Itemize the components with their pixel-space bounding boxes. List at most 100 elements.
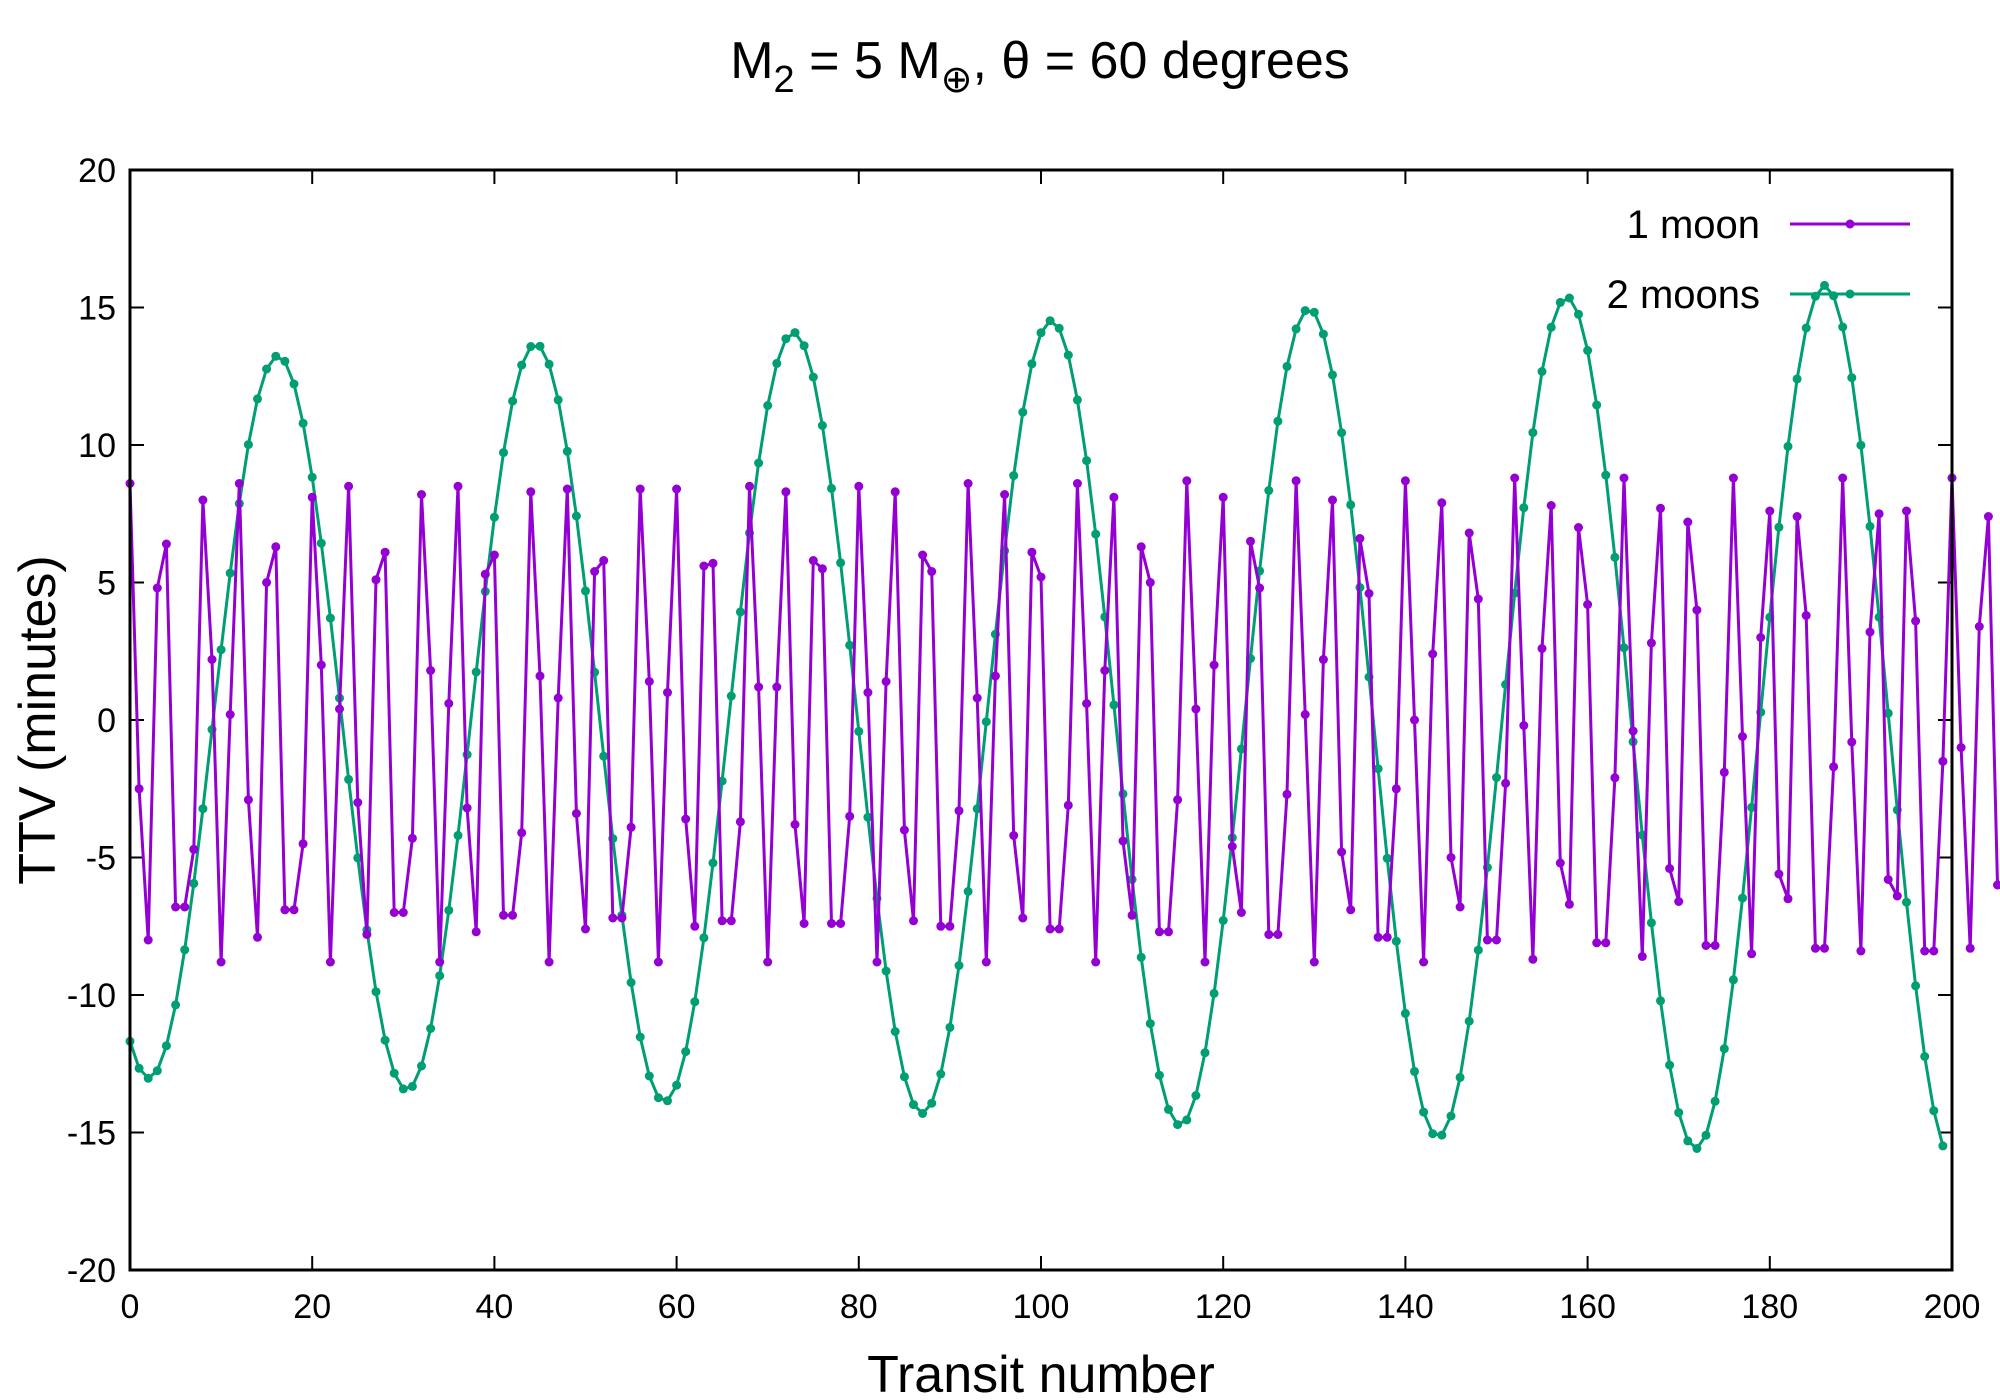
y-tick-label: -5 <box>86 840 116 878</box>
data-point <box>735 817 745 827</box>
data-point <box>608 913 618 923</box>
data-point <box>1892 891 1902 901</box>
data-point <box>735 607 745 617</box>
data-point <box>143 935 153 945</box>
data-point <box>599 751 609 761</box>
data-point <box>981 717 991 727</box>
data-point <box>1154 927 1164 937</box>
data-point <box>1856 440 1866 450</box>
data-point <box>1236 744 1246 754</box>
data-point <box>1956 743 1966 752</box>
data-point <box>335 704 344 714</box>
data-point <box>1965 943 1975 953</box>
legend-label: 1 moon <box>1627 203 1760 247</box>
data-point <box>1218 916 1228 925</box>
data-point <box>1519 503 1529 513</box>
data-point <box>398 908 408 917</box>
series-layer <box>125 280 2000 1153</box>
data-point <box>353 798 363 807</box>
data-point <box>1838 473 1848 483</box>
data-point <box>1528 954 1538 964</box>
data-point <box>161 1041 171 1051</box>
data-point <box>808 556 818 565</box>
data-point <box>927 1098 937 1108</box>
data-point <box>708 558 718 568</box>
x-tick-label: 120 <box>1195 1288 1252 1326</box>
data-point <box>553 395 563 405</box>
data-point <box>426 666 436 675</box>
data-point <box>1227 842 1237 851</box>
data-point <box>1264 486 1274 495</box>
y-axis-ticks: -20 -15 -10 -5 0 5 10 15 20 <box>67 152 1952 1290</box>
data-point <box>772 358 782 368</box>
data-point <box>1601 470 1611 480</box>
data-point <box>1646 918 1656 928</box>
data-point <box>1610 773 1620 783</box>
data-point <box>854 726 864 736</box>
data-point <box>1446 1111 1456 1121</box>
data-point <box>663 688 672 697</box>
data-point <box>681 1047 691 1057</box>
data-point <box>635 484 645 494</box>
data-point <box>1473 594 1483 604</box>
data-point <box>526 342 536 351</box>
title-earth-sub: ⊕ <box>941 59 973 101</box>
data-point <box>535 341 545 351</box>
data-point <box>1346 500 1356 510</box>
data-point <box>1173 1120 1183 1130</box>
data-point <box>1382 932 1392 942</box>
data-point <box>1519 721 1529 730</box>
data-point <box>1619 473 1629 483</box>
data-point <box>553 693 563 703</box>
data-point <box>207 655 217 664</box>
data-point <box>1255 583 1265 593</box>
data-point <box>1583 600 1593 609</box>
data-point <box>1537 644 1547 653</box>
data-point <box>1820 943 1829 953</box>
data-point <box>1455 1072 1465 1082</box>
data-point <box>1218 492 1228 502</box>
y-tick-label: 5 <box>97 565 116 603</box>
data-point <box>599 556 609 565</box>
data-point <box>371 987 381 997</box>
data-point <box>1656 503 1665 513</box>
data-point <box>1154 1070 1164 1080</box>
data-point <box>1774 869 1784 879</box>
data-point <box>1574 309 1583 319</box>
data-point <box>945 921 955 931</box>
data-point <box>462 803 472 813</box>
data-point <box>1774 522 1784 532</box>
x-tick-label: 200 <box>1924 1288 1981 1326</box>
data-point <box>1118 836 1128 846</box>
y-tick-label: 0 <box>97 702 116 740</box>
data-point <box>1437 1130 1447 1140</box>
data-point <box>508 396 518 406</box>
data-point <box>253 394 262 404</box>
data-point <box>1182 1115 1192 1125</box>
data-point <box>380 1035 390 1045</box>
y-tick-label: -20 <box>67 1252 116 1290</box>
data-point <box>1683 517 1693 527</box>
data-point <box>808 372 818 382</box>
data-point <box>453 830 463 840</box>
data-point <box>316 538 326 548</box>
data-point <box>817 421 827 430</box>
data-point <box>972 693 982 703</box>
data-point <box>1419 1107 1429 1117</box>
data-point <box>1410 1066 1419 1076</box>
data-point <box>1728 473 1738 483</box>
data-point <box>1200 957 1210 967</box>
data-point <box>1574 523 1583 532</box>
data-point <box>544 359 554 369</box>
data-point <box>708 858 718 868</box>
data-point <box>836 919 846 928</box>
data-point <box>1000 490 1010 499</box>
data-point <box>1920 1052 1930 1061</box>
data-point <box>307 492 317 502</box>
data-point <box>1701 941 1711 950</box>
data-point <box>1564 293 1574 303</box>
data-point <box>1510 473 1520 483</box>
data-point <box>1838 322 1848 332</box>
data-point <box>161 539 171 549</box>
x-tick-label: 20 <box>293 1288 331 1326</box>
